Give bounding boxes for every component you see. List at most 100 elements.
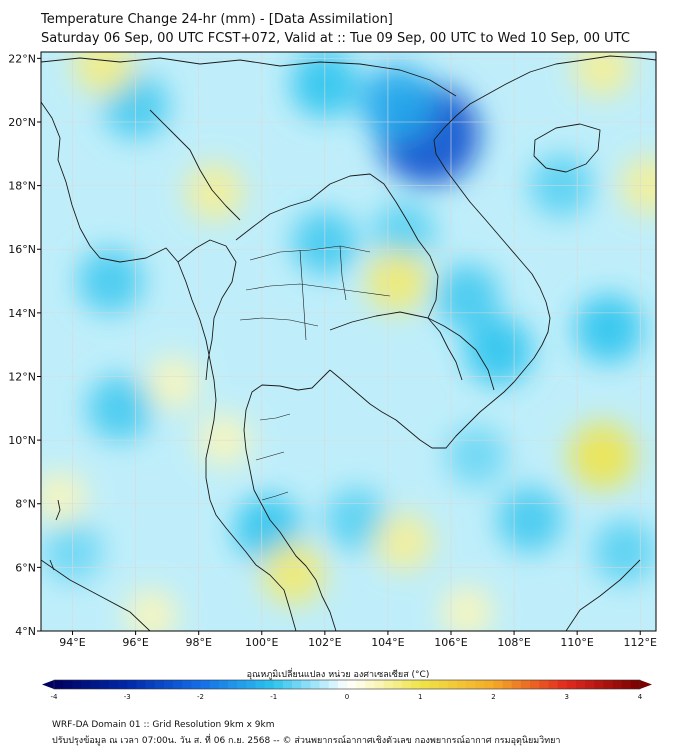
coastline-gulf-east (329, 55, 656, 449)
colorbar-segment-33 (356, 680, 366, 689)
border-north-china (41, 57, 457, 97)
colorbar-frame (53, 679, 641, 690)
colorbar-segment-21 (246, 680, 256, 689)
x-tick-label-8: 110°E (560, 636, 593, 649)
colorbar-segment-57 (575, 680, 586, 689)
colorbar-segment-15 (191, 680, 201, 689)
anomaly-4 (77, 248, 144, 314)
colorbar-segment-13 (173, 680, 183, 689)
colorbar-segment-39 (411, 680, 421, 689)
colorbar-segment-51 (520, 680, 531, 689)
colorbar-segment-53 (539, 680, 549, 689)
sumatra-coast (41, 559, 151, 631)
colorbar-segment-30 (328, 680, 339, 689)
anomaly-14 (497, 486, 563, 553)
colorbar-tick-6: 2 (491, 693, 495, 700)
colorbar-segment-18 (218, 680, 229, 689)
anomaly-23 (261, 542, 325, 606)
axis-ticks: 94°E 96°E 98°E 100°E 102°E 104°E 106°E 108°E 110… (8, 52, 657, 649)
border-cambodia-vietnam (427, 317, 495, 391)
colorbar: -4 -3 -2 -1 0 1 2 3 4 (42, 679, 652, 700)
colorbar-segment-32 (347, 680, 357, 689)
colorbar-segment-38 (401, 680, 412, 689)
x-tick-label-6: 106°E (434, 636, 467, 649)
colorbar-segment-7 (118, 680, 128, 689)
border-myanmar-thailand (177, 239, 237, 381)
plot-area (41, 52, 656, 631)
colorbar-segment-40 (420, 680, 430, 689)
colorbar-segment-55 (557, 680, 568, 689)
y-tick-label-1: 20°N (8, 116, 36, 129)
chart-subtitle: Saturday 06 Sep, 00 UTC FCST+072, Valid … (41, 31, 630, 46)
anomaly-24 (374, 512, 433, 572)
colorbar-segment-43 (447, 680, 458, 689)
colorbar-segment-35 (374, 680, 385, 689)
x-tick-label-2: 98°E (185, 636, 211, 649)
colorbar-tick-7: 3 (565, 693, 569, 700)
colorbar-title: อุณหภูมิเปลี่ยนแปลง หน่วย องศาเซลเซียส (… (246, 670, 430, 680)
anomaly-13 (574, 294, 643, 363)
province-lines-thailand (239, 245, 391, 501)
colorbar-segment-63 (630, 680, 641, 689)
anomaly-19 (573, 52, 632, 98)
plot-frame (40, 51, 657, 632)
colorbar-segment-8 (127, 680, 137, 689)
colorbar-segment-58 (585, 680, 595, 689)
colorbar-segment-42 (438, 680, 449, 689)
x-tick-label-7: 108°E (497, 636, 530, 649)
colorbar-segment-22 (255, 680, 265, 689)
anomaly-17 (445, 425, 507, 487)
temperature-change-map: 94°E 96°E 98°E 100°E 102°E 104°E 106°E 108°E 110… (8, 51, 657, 700)
colorbar-segment-14 (182, 680, 192, 689)
colorbar-segment-62 (621, 680, 632, 689)
y-tick-label-5: 12°N (8, 370, 36, 383)
colorbar-segment-1 (63, 680, 73, 689)
coastline-peninsula-west (209, 499, 297, 631)
colorbar-segment-2 (72, 680, 82, 689)
colorbar-segment-37 (392, 680, 403, 689)
anomaly-field (41, 52, 656, 631)
borneo-coast (565, 559, 641, 631)
colorbar-tick-0: -4 (51, 693, 59, 700)
colorbar-tick-4: 0 (345, 693, 349, 700)
colorbar-segment-19 (227, 680, 238, 689)
colorbar-segment-52 (530, 680, 540, 689)
colorbar-segment-59 (594, 680, 604, 689)
x-tick-label-1: 96°E (122, 636, 148, 649)
colorbar-tick-3: -1 (270, 693, 277, 700)
colorbar-segment-16 (200, 680, 211, 689)
y-tick-label-3: 16°N (8, 243, 36, 256)
anomaly-29 (440, 585, 494, 631)
colorbar-segment-27 (301, 680, 311, 689)
colorbar-segment-61 (612, 680, 623, 689)
colorbar-segment-29 (319, 680, 330, 689)
graticule (41, 52, 656, 631)
colorbar-segment-54 (548, 680, 558, 689)
anomaly-20 (185, 162, 244, 222)
x-tick-label-9: 112°E (624, 636, 657, 649)
country-borders (41, 55, 656, 631)
y-tick-label-8: 6°N (15, 561, 36, 574)
anomaly-26 (146, 356, 201, 410)
colorbar-segment-10 (145, 680, 156, 689)
footer-resolution: WRF-DA Domain 01 :: Grid Resolution 9km … (52, 720, 275, 730)
chart-title: Temperature Change 24-hr (mm) - [Data As… (41, 12, 393, 27)
colorbar-segment-45 (466, 680, 476, 689)
y-tick-label-2: 18°N (8, 180, 36, 193)
anomaly-21 (365, 249, 429, 313)
footer-credit: ปรับปรุงข้อมูล ณ เวลา 07:00น. วัน ส. ที่… (52, 736, 561, 746)
colorbar-segment-49 (502, 680, 513, 689)
x-tick-label-5: 104°E (371, 636, 404, 649)
anomaly-1 (359, 65, 435, 141)
colorbar-segment-12 (163, 680, 174, 689)
anomaly-15 (592, 519, 656, 584)
colorbar-segment-23 (264, 680, 275, 689)
colorbar-segment-17 (209, 680, 220, 689)
colorbar-segment-24 (273, 680, 284, 689)
colorbar-segment-44 (456, 680, 467, 689)
y-tick-label-7: 8°N (15, 498, 36, 511)
colorbar-tick-2: -2 (197, 693, 204, 700)
colorbar-segment-4 (90, 680, 101, 689)
border-myanmar-china (149, 109, 241, 221)
colorbar-segment-36 (383, 680, 394, 689)
